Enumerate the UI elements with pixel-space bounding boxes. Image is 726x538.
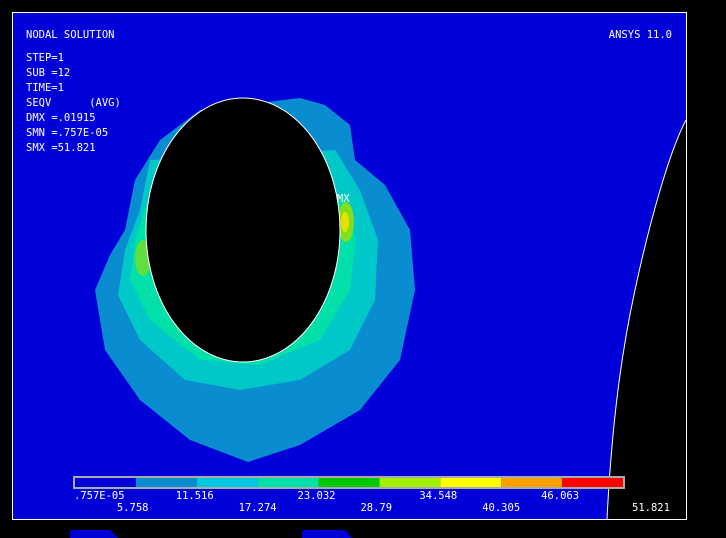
info-line: SUB =12	[26, 67, 70, 79]
info-line: SMN =.757E-05	[26, 127, 108, 139]
info-block: STEP=1 SUB =12 TIME=1 SEQV (AVG) DMX =.01915…	[26, 52, 121, 154]
legend-label: 51.821	[632, 502, 670, 514]
legend-label: 28.79	[360, 502, 392, 514]
info-line: TIME=1	[26, 82, 64, 94]
legend-swatch	[562, 478, 623, 487]
bottom-strip	[0, 520, 726, 538]
info-line: STEP=1	[26, 52, 64, 64]
contour-hotspot	[341, 212, 349, 232]
legend-swatch	[75, 478, 136, 487]
legend-label: 23.032	[298, 490, 336, 502]
legend-swatch	[440, 478, 502, 487]
outside-region	[607, 120, 686, 519]
legend-swatch	[318, 478, 380, 487]
hole	[145, 97, 341, 363]
legend-label: 5.758	[117, 502, 149, 514]
program-label: ANSYS 11.0	[609, 29, 672, 41]
max-marker: MX	[337, 193, 350, 205]
legend-label: .757E-05	[74, 490, 125, 502]
legend-swatch	[196, 478, 258, 487]
info-line: SEQV (AVG)	[26, 97, 121, 109]
legend-swatch	[135, 478, 197, 487]
legend-label: 11.516	[176, 490, 214, 502]
legend-label: 46.063	[541, 490, 579, 502]
legend-swatch	[257, 478, 319, 487]
title: NODAL SOLUTION	[26, 29, 115, 41]
boundary-edge	[606, 119, 687, 520]
info-line: SMX =51.821	[26, 142, 96, 154]
legend-swatch	[379, 478, 441, 487]
lower-view-fragment	[70, 530, 352, 538]
legend-frame	[73, 476, 625, 489]
info-line: DMX =.01915	[26, 112, 96, 124]
legend-label: 40.305	[482, 502, 520, 514]
legend-swatch	[501, 478, 563, 487]
legend: .757E-05 11.516 23.032 34.548 46.063 5.758 17.…	[73, 476, 670, 514]
legend-label: 34.548	[419, 490, 457, 502]
legend-label: 17.274	[239, 502, 277, 514]
